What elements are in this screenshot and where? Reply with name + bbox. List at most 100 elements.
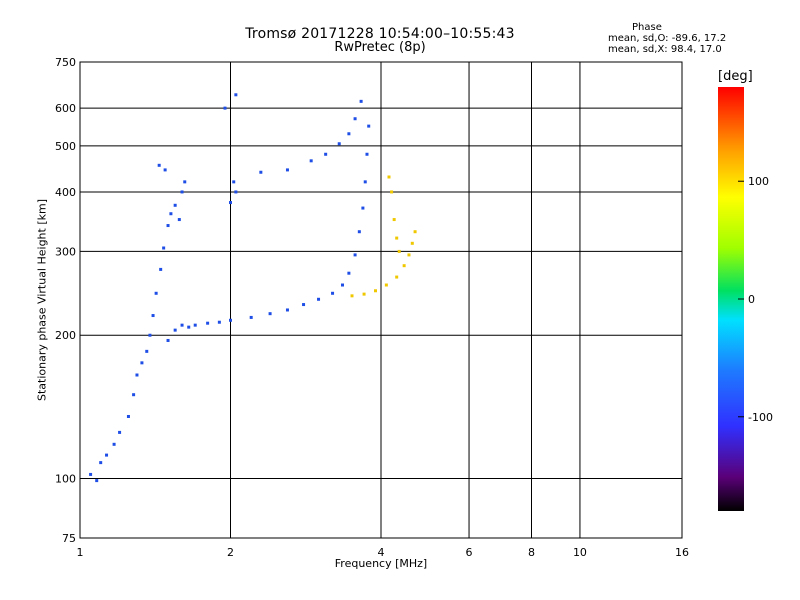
y-tick-label: 300 [55,245,76,258]
colorbar-label: [deg] [718,69,753,84]
data-point [367,124,371,128]
data-point [126,414,130,418]
data-points [89,93,417,483]
data-point [362,292,366,296]
x-tick-label: 8 [528,546,535,559]
y-tick-label: 500 [55,140,76,153]
phase-stats-x-mode: mean, sd,X: 98.4, 17.0 [608,44,722,55]
data-point [180,323,184,327]
data-point [331,291,335,295]
data-point [229,201,232,205]
data-point [166,338,170,342]
data-point [285,308,289,312]
data-point [392,218,396,222]
data-point [232,180,236,184]
data-point [324,152,328,156]
data-point [390,190,394,194]
data-point [347,271,351,275]
data-point [363,180,367,184]
data-point [395,236,399,240]
y-tick-label: 100 [55,473,76,486]
data-point [268,312,272,316]
data-point [112,442,116,446]
data-point [410,241,414,245]
y-tick-label: 400 [55,186,76,199]
y-tick-label: 750 [55,56,76,69]
data-point [140,361,144,365]
data-point [169,212,173,216]
colorbar-tick-label: 100 [748,175,769,188]
x-tick-label: 6 [466,546,473,559]
data-point [407,253,411,257]
grid-lines [80,62,682,538]
data-point [234,190,238,194]
y-tick-label: 75 [62,532,76,545]
x-tick-label: 1 [77,546,84,559]
data-point [154,291,158,295]
data-point [309,159,313,163]
data-point [173,328,177,332]
data-point [353,253,357,257]
data-point [413,230,417,234]
colorbar-tick-label: -100 [748,411,773,424]
data-point [217,320,221,324]
data-point [397,249,401,253]
data-point [132,393,136,397]
data-point [99,461,103,465]
colorbar-ticks: 100 0 -100 [738,175,773,424]
data-point [361,206,365,210]
data-point [357,230,361,234]
data-point [317,297,321,301]
data-point [234,93,238,97]
data-point [395,275,399,279]
data-point [183,180,187,184]
data-point [163,168,167,172]
data-point [229,318,232,322]
x-tick-label: 4 [378,546,385,559]
data-point [162,246,166,250]
data-point [374,289,378,293]
data-point [157,163,161,167]
data-point [193,323,197,327]
data-point [359,99,363,103]
data-point [166,224,170,228]
data-point [95,479,99,483]
data-point [285,168,289,172]
x-tick-label: 10 [573,546,587,559]
data-point [89,472,93,476]
data-point [159,267,163,271]
data-point [337,142,341,146]
data-point [177,218,181,222]
data-point [340,283,344,287]
data-point [118,430,122,434]
chart-title: Tromsø 20171228 10:54:00–10:55:43 [245,26,515,42]
data-point [347,132,351,136]
data-point [365,152,369,156]
data-point [384,283,388,287]
colorbar-tick-label: 0 [748,293,755,306]
phase-stats-o-mode: mean, sd,O: -89.6, 17.2 [608,33,727,44]
data-point [206,321,210,325]
data-point [180,190,184,194]
data-point [259,170,263,174]
data-point [151,314,155,318]
data-point [173,203,177,207]
data-point [353,117,357,121]
data-point [402,264,406,268]
x-tick-label: 16 [675,546,689,559]
axis-ticks: 1 2 4 6 8 10 16 75 100 200 300 400 500 600 750 [55,56,689,559]
x-axis-label: Frequency [MHz] [334,557,428,570]
y-tick-label: 200 [55,329,76,342]
data-point [302,303,306,307]
phase-stats-title: Phase [632,22,662,33]
chart-subtitle: RwPretec (8p) [334,40,426,55]
y-tick-label: 600 [55,102,76,115]
data-point [105,453,109,457]
data-point [249,315,253,319]
data-point [135,373,139,377]
data-point [145,349,149,353]
data-point [223,106,227,110]
data-point [350,294,354,298]
data-point [387,175,391,179]
